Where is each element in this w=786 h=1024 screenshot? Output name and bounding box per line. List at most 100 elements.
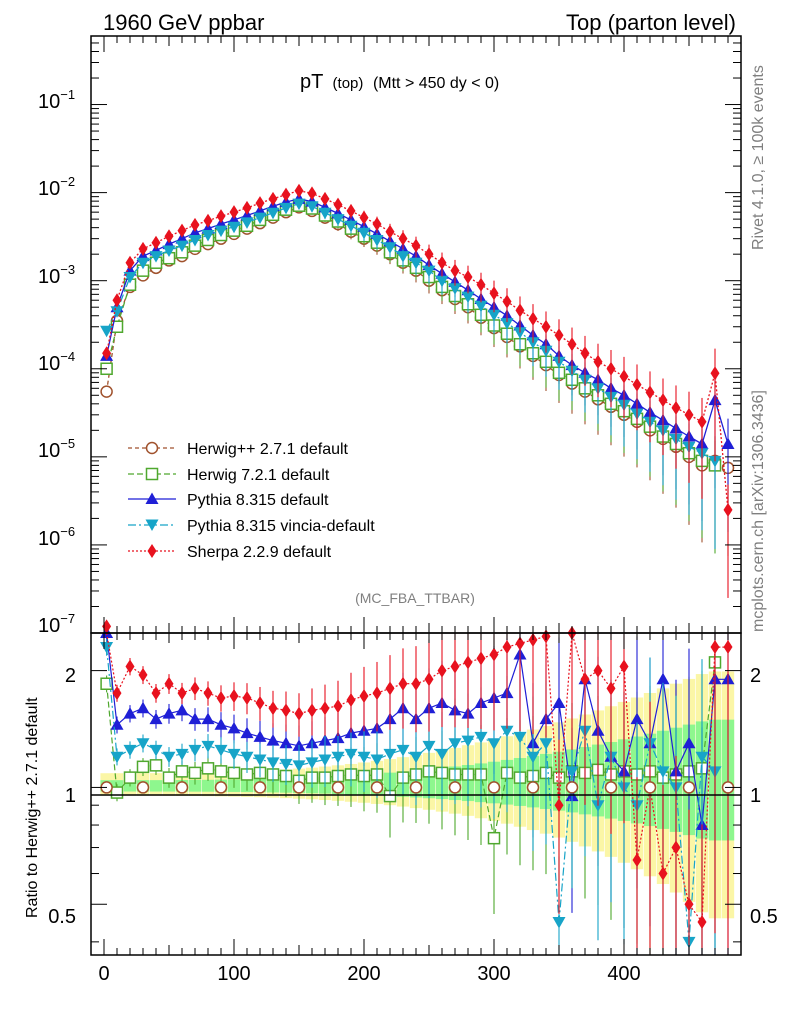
ratio-point-2-34	[539, 738, 553, 750]
series-point-4-10	[229, 205, 239, 220]
series-point-4-48	[723, 502, 733, 517]
ratio-point-2-22	[383, 748, 397, 761]
analysis-label: (MC_FBA_TTBAR)	[355, 590, 475, 606]
ratio-reference-point-12	[253, 781, 267, 794]
x-tick-labels: 0 100 200 300 400	[98, 963, 640, 985]
ratio-reference-point-15	[292, 781, 306, 794]
ratio-point-2-21	[370, 754, 384, 767]
series-point-4-6	[177, 223, 187, 238]
series-point-3-11	[240, 217, 254, 229]
ratio-point-3-4	[151, 686, 161, 701]
series-point-3-20	[357, 227, 371, 240]
legend-label-vincia: Pythia 8.315 vincia-default	[187, 518, 375, 535]
ratio-tick-labels: 2 1 0.5 2 1 0.5	[48, 665, 778, 928]
ratio-point-2-29	[474, 731, 488, 744]
series-point-0-0	[100, 385, 113, 398]
y-tick-labels: 10−1 10−2 10−3 10−4 10−5 10−6 10−7	[38, 87, 75, 637]
ratio-point-2-15	[292, 760, 306, 772]
ratio-point-3-30	[489, 647, 499, 662]
legend-marker-vincia	[145, 519, 159, 531]
ratio-point-3-44	[671, 840, 681, 855]
ratio-point-2-28	[461, 735, 475, 748]
ratio-tick-right-05: 0.5	[750, 906, 778, 928]
ratio-layer	[100, 619, 735, 955]
ratio-point-3-31	[502, 640, 512, 655]
series-point-4-36	[567, 337, 577, 352]
series-point-3-18	[331, 214, 345, 226]
ratio-point-1-10	[227, 721, 241, 734]
plot-title: pT (top) (Mtt > 450 dy < 0)	[300, 71, 499, 93]
series-point-3-24	[409, 257, 423, 270]
ratio-reference-point-3	[136, 781, 150, 794]
ratio-point-2-6	[175, 748, 189, 761]
series-point-4-1	[112, 293, 122, 308]
series-layer	[100, 183, 735, 598]
series-point-3-26	[435, 275, 449, 288]
series-point-3-21	[370, 234, 384, 247]
ratio-point-2-25	[422, 740, 436, 753]
series-point-4-41	[632, 377, 642, 392]
ratio-point-0-5	[162, 771, 176, 784]
ratio-point-2-27	[448, 738, 462, 750]
ratio-point-0-2	[123, 771, 137, 784]
ratio-point-3-0	[102, 619, 112, 634]
y-tick-label-4: 10−4	[38, 349, 75, 375]
ratio-point-2-17	[318, 754, 332, 767]
ticks-layer	[91, 36, 741, 955]
series-point-3-1	[110, 306, 124, 318]
ratio-point-2-8	[201, 740, 215, 753]
y-tick-base-5: 10	[38, 440, 60, 462]
y-tick-label-5: 10−5	[38, 436, 75, 462]
ratio-reference-point-27	[448, 781, 462, 794]
series-point-3-19	[344, 220, 358, 233]
series-point-4-47	[710, 366, 720, 381]
y-tick-exp-4: −4	[60, 349, 75, 364]
series-point-4-17	[320, 191, 330, 206]
ratio-point-3-1	[112, 686, 122, 701]
legend-marker-sherpa	[147, 544, 157, 558]
series-point-3-8	[201, 230, 215, 242]
series-point-4-32	[515, 303, 525, 318]
series-point-4-2	[125, 255, 135, 270]
series-point-4-43	[658, 393, 668, 408]
ratio-point-2-46	[695, 751, 709, 764]
ratio-point-3-5	[164, 676, 174, 691]
series-point-4-13	[268, 191, 278, 206]
rivet-label: Rivet 4.1.0, ≥ 100k events	[750, 65, 767, 250]
ratio-point-1-12	[253, 730, 267, 742]
series-point-4-35	[554, 328, 564, 343]
ratio-point-3-25	[424, 672, 434, 687]
series-point-4-30	[489, 286, 499, 301]
ratio-point-1-3	[136, 701, 150, 714]
ratio-reference-point-18	[331, 781, 345, 794]
series-point-4-26	[437, 255, 447, 270]
ratio-point-2-36	[565, 766, 579, 778]
series-point-3-22	[383, 242, 397, 254]
series-point-3-7	[188, 234, 202, 247]
ratio-point-3-10	[229, 689, 239, 704]
ratio-point-3-40	[619, 659, 629, 674]
ratio-point-3-11	[242, 690, 252, 705]
series-point-4-37	[580, 346, 590, 361]
ratio-point-3-8	[203, 686, 213, 701]
series-point-4-39	[606, 361, 616, 376]
ratio-point-3-13	[268, 701, 278, 716]
ratio-point-1-2	[123, 707, 137, 719]
ratio-point-1-6	[175, 703, 189, 716]
ratio-point-3-23	[398, 676, 408, 691]
legend-entry-pythia: Pythia 8.315 default	[128, 492, 329, 509]
y-tick-label-7: 10−7	[38, 611, 75, 637]
ratio-reference-point-33	[526, 781, 540, 794]
series-point-4-40	[619, 369, 629, 384]
ratio-point-2-2	[123, 744, 137, 757]
series-point-4-16	[307, 186, 317, 201]
series-point-3-6	[175, 240, 189, 253]
ratio-tick-right-1: 1	[750, 785, 761, 807]
title-cut: (Mtt > 450 dy < 0)	[373, 75, 499, 92]
series-point-3-31	[500, 318, 514, 330]
ratio-point-2-3	[136, 738, 150, 750]
series-point-4-33	[528, 311, 538, 326]
legend-entry-sherpa: Sherpa 2.2.9 default	[128, 544, 332, 561]
y-tick-label-3: 10−3	[38, 262, 75, 288]
ratio-point-3-18	[333, 699, 343, 714]
